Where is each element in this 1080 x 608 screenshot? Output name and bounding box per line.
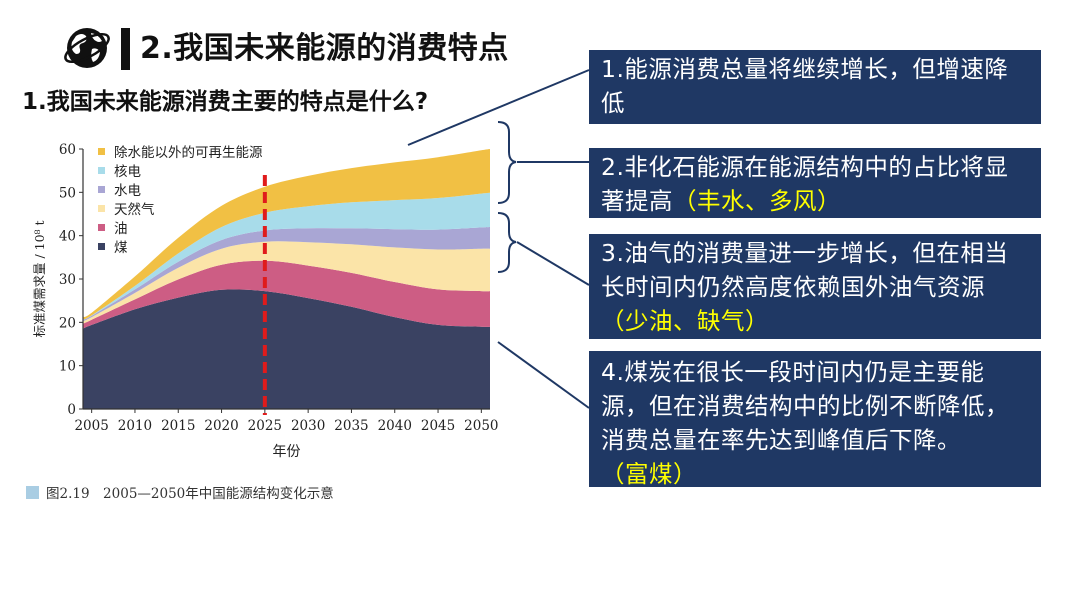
y-tick-label: 10 bbox=[59, 359, 76, 375]
connector-line-4 bbox=[497, 341, 590, 409]
callout-oil-gas: 3.油气的消费量进一步增长，但在相当长时间内仍然高度依赖国外油气资源 （少油、缺气… bbox=[589, 234, 1041, 339]
area-series bbox=[83, 289, 490, 409]
x-tick-label: 2050 bbox=[464, 418, 498, 434]
legend-swatch bbox=[98, 243, 105, 250]
brace-oil-gas bbox=[497, 212, 517, 273]
connector-line-1 bbox=[407, 69, 590, 146]
legend-swatch bbox=[98, 224, 105, 231]
callout-text: 2.非化石能源在能源结构中的占比将显著提高 bbox=[601, 153, 1009, 215]
callout-non-fossil: 2.非化石能源在能源结构中的占比将显著提高（丰水、多风） bbox=[589, 148, 1041, 218]
legend-label: 核电 bbox=[114, 164, 141, 180]
x-tick-label: 2035 bbox=[334, 418, 368, 434]
callout-total-growth: 1.能源消费总量将继续增长，但增速降低 bbox=[589, 50, 1041, 124]
legend-swatch bbox=[98, 167, 105, 174]
y-tick-label: 0 bbox=[67, 402, 76, 418]
x-tick-label: 2040 bbox=[378, 418, 412, 434]
callout-highlight: （少油、缺气） bbox=[601, 307, 769, 335]
title-bar bbox=[121, 28, 130, 70]
caption-square-icon bbox=[26, 485, 39, 499]
connector-line-3 bbox=[516, 241, 590, 286]
x-tick-label: 2030 bbox=[291, 418, 325, 434]
y-tick-label: 20 bbox=[59, 315, 76, 331]
callout-highlight: （丰水、多风） bbox=[673, 187, 841, 215]
area-series bbox=[83, 149, 490, 320]
area-series bbox=[83, 192, 490, 320]
area-series bbox=[83, 260, 490, 329]
brace-renewables bbox=[497, 121, 517, 204]
x-axis-title: 年份 bbox=[273, 444, 301, 460]
callout-text: 1.能源消费总量将继续增长，但增速降低 bbox=[601, 55, 1009, 117]
x-tick-label: 2010 bbox=[118, 418, 152, 434]
y-tick-label: 50 bbox=[59, 185, 76, 201]
callout-coal: 4.煤炭在很长一段时间内仍是主要能源，但在消费结构中的比例不断降低，消费总量在率… bbox=[589, 351, 1041, 488]
x-tick-label: 2005 bbox=[74, 418, 108, 434]
slide-title: 2.我国未来能源的消费特点 bbox=[140, 31, 509, 66]
x-tick-label: 2020 bbox=[204, 418, 238, 434]
legend-label: 煤 bbox=[114, 240, 128, 256]
legend-swatch bbox=[98, 148, 105, 155]
caption-text: 图2.19 2005—2050年中国能源结构变化示意 bbox=[46, 486, 334, 502]
legend-swatch bbox=[98, 205, 105, 212]
x-tick-label: 2025 bbox=[248, 418, 282, 434]
legend-label: 天然气 bbox=[114, 201, 155, 218]
legend-swatch bbox=[98, 186, 105, 193]
y-tick-label: 40 bbox=[59, 229, 76, 245]
callout-highlight: （富煤） bbox=[601, 460, 697, 488]
x-tick-label: 2045 bbox=[421, 418, 455, 434]
question-text: 1.我国未来能源消费主要的特点是什么? bbox=[22, 89, 429, 115]
y-tick-label: 30 bbox=[59, 272, 76, 288]
x-tick-label: 2015 bbox=[161, 418, 195, 434]
legend-label: 除水能以外的可再生能源 bbox=[114, 145, 263, 161]
callout-text: 3.油气的消费量进一步增长，但在相当长时间内仍然高度依赖国外油气资源 bbox=[601, 239, 1009, 301]
legend-label: 油 bbox=[114, 221, 128, 237]
y-tick-label: 60 bbox=[59, 142, 76, 158]
area-series bbox=[83, 227, 490, 321]
globe-icon bbox=[64, 28, 110, 68]
figure-caption: 图2.19 2005—2050年中国能源结构变化示意 bbox=[26, 482, 334, 502]
area-series bbox=[83, 241, 490, 324]
y-axis-title: 标准煤需求量 / 10⁸ t bbox=[32, 220, 47, 337]
callout-text: 4.煤炭在很长一段时间内仍是主要能源，但在消费结构中的比例不断降低，消费总量在率… bbox=[601, 358, 1009, 454]
legend-label: 水电 bbox=[114, 183, 141, 199]
